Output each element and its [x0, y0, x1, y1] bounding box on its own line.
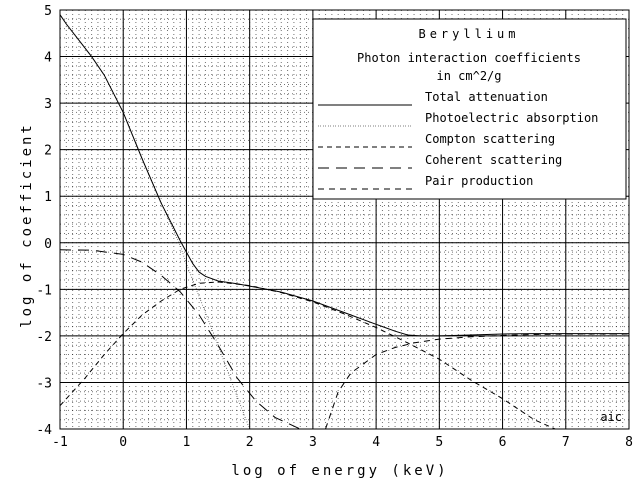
legend-box	[312, 18, 627, 200]
legend: Beryllium Photon interaction coefficient…	[312, 18, 627, 200]
legend-label-photoelectric-absorption: Photoelectric absorption	[425, 111, 598, 125]
x-tick-label: 7	[562, 435, 570, 450]
x-tick-label: 6	[499, 435, 507, 450]
x-tick-label: 2	[246, 435, 254, 450]
legend-label-pair-production: Pair production	[425, 174, 533, 188]
y-tick-labels: 5 4 3 2 1 0 -1 -2 -3 -4	[36, 4, 52, 438]
y-tick-label: 3	[44, 97, 52, 112]
y-tick-label: 5	[44, 4, 52, 19]
x-tick-label: 5	[435, 435, 443, 450]
x-tick-label: 1	[183, 435, 191, 450]
series-line-pair-production	[325, 333, 629, 429]
legend-title: Beryllium	[418, 27, 519, 41]
x-tick-label: 3	[309, 435, 317, 450]
y-tick-label: -1	[36, 283, 52, 298]
legend-label-compton-scattering: Compton scattering	[425, 132, 555, 146]
x-tick-labels: -1 0 1 2 3 4 5 6 7 8	[52, 435, 633, 450]
legend-subtitle-line-2: in cm^2/g	[436, 69, 501, 83]
y-axis-label: log of coefficient	[19, 122, 35, 328]
corner-mark: aic	[600, 410, 622, 424]
x-axis-label: log of energy (keV)	[231, 463, 448, 479]
y-tick-label: 4	[44, 51, 52, 66]
y-tick-label: -2	[36, 330, 52, 345]
x-tick-label: 4	[372, 435, 380, 450]
x-tick-label: 8	[625, 435, 633, 450]
series-layer	[60, 14, 629, 429]
plot-frame	[59, 9, 630, 430]
series-line-photoelectric-absorption	[60, 14, 251, 429]
y-tick-label: -3	[36, 376, 52, 391]
series-line-coherent-scattering	[60, 249, 301, 429]
x-tick-label: -1	[52, 435, 68, 450]
series-line-total-attenuation	[60, 14, 629, 337]
legend-subtitle-line-1: Photon interaction coefficients	[357, 51, 581, 65]
x-tick-label: 0	[119, 435, 127, 450]
legend-label-total-attenuation: Total attenuation	[425, 90, 548, 104]
y-tick-label: 0	[44, 237, 52, 252]
y-tick-label: -4	[36, 423, 52, 438]
series-line-compton-scattering	[60, 281, 557, 429]
legend-label-coherent-scattering: Coherent scattering	[425, 153, 562, 167]
y-tick-label: 1	[44, 190, 52, 205]
y-tick-label: 2	[44, 144, 52, 159]
legend-entries: Total attenuation Photoelectric absorptio…	[318, 90, 598, 190]
